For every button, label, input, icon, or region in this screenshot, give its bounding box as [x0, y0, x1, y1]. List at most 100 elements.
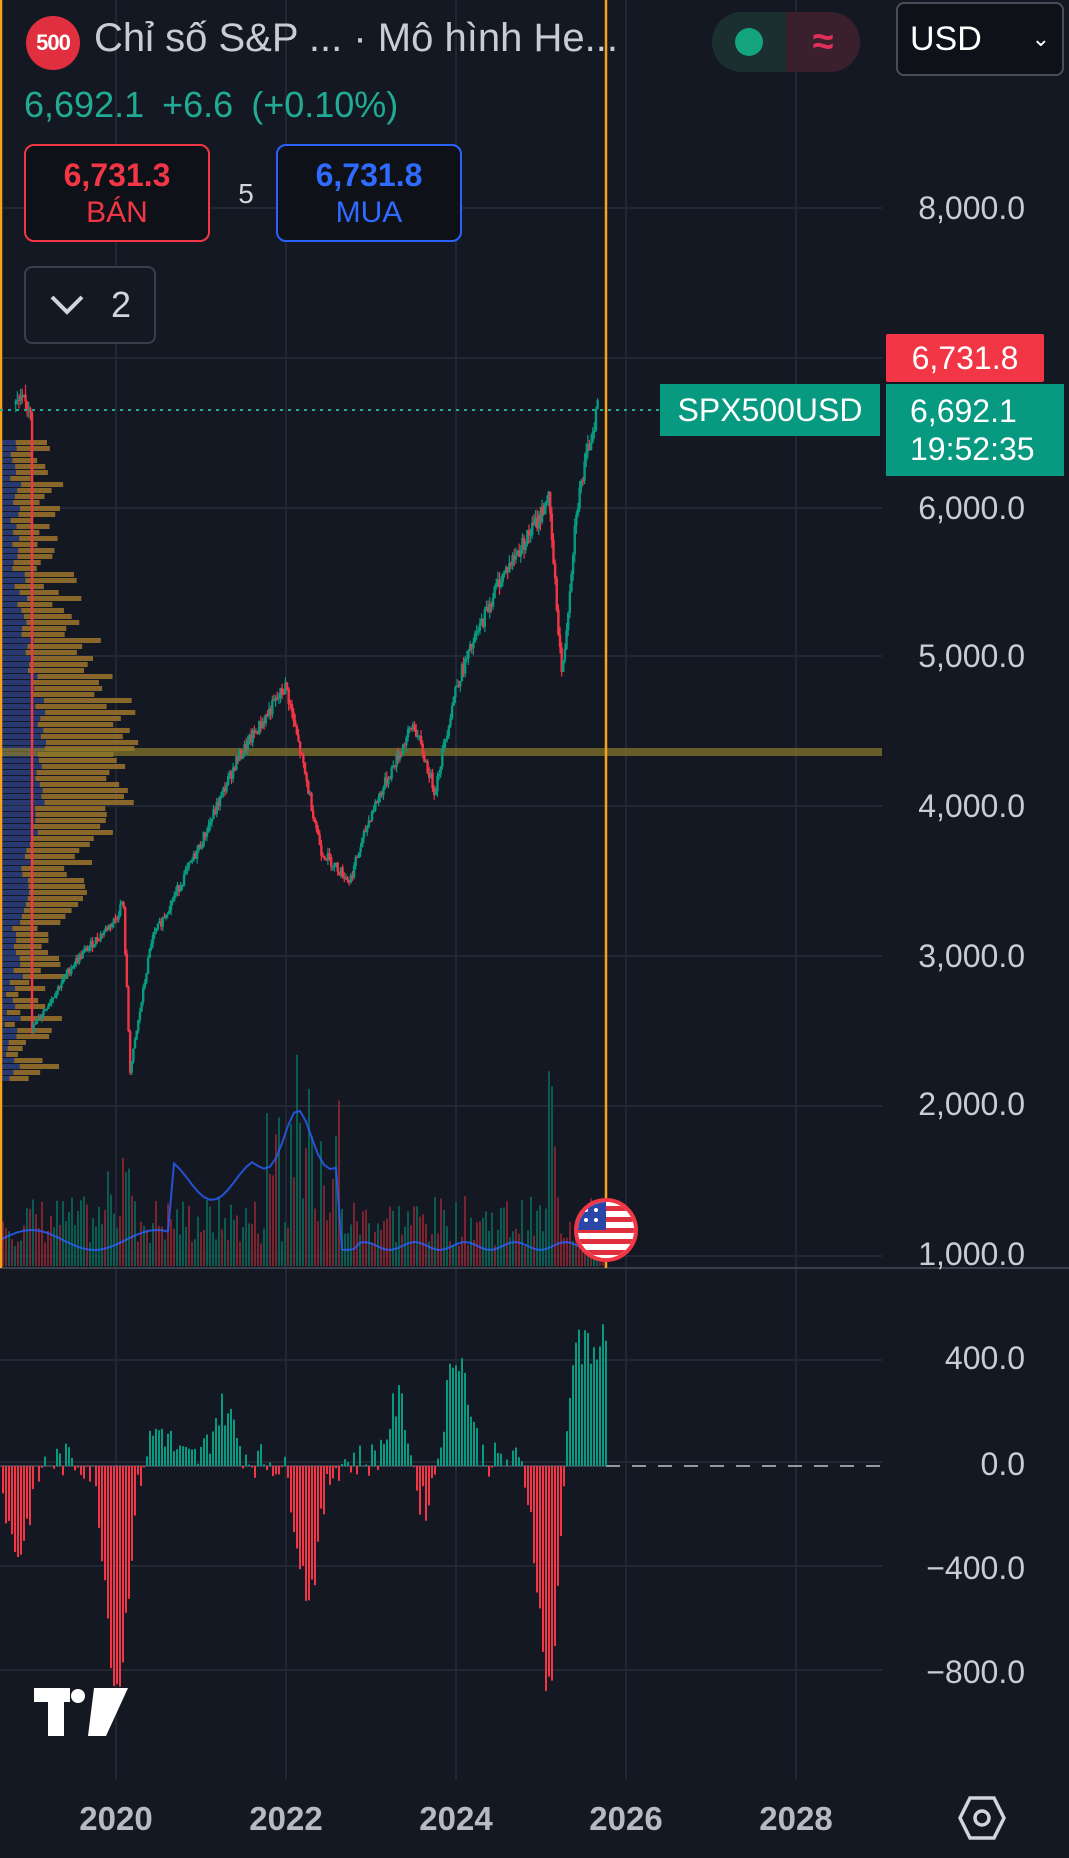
volume-bar: [485, 1211, 487, 1266]
candle-body: [274, 697, 277, 702]
volume-profile-bar: [0, 1064, 20, 1069]
volume-profile-bar: [10, 452, 32, 457]
buy-button[interactable]: 6,731.8 MUA: [276, 144, 462, 242]
candle-body: [483, 609, 487, 628]
indicators-collapse-button[interactable]: 2: [24, 266, 156, 344]
volume-bar: [401, 1234, 403, 1266]
candle-body: [262, 721, 266, 724]
volume-profile-bar: [36, 770, 110, 775]
volume-profile-bar: [0, 1052, 6, 1057]
candle-body: [21, 396, 24, 398]
oscillator-bar: [350, 1466, 352, 1473]
volume-bar: [89, 1242, 91, 1266]
us-flag-icon[interactable]: [574, 1198, 638, 1262]
volume-profile-bar: [23, 614, 72, 619]
volume-profile-bar: [23, 908, 72, 913]
candle-body: [578, 487, 581, 509]
volume-bar: [371, 1242, 373, 1266]
volume-profile-bar: [4, 1022, 15, 1027]
volume-profile-bar: [0, 614, 24, 619]
candle-body: [60, 983, 63, 989]
volume-profile-bar: [0, 470, 16, 475]
candle-body: [565, 630, 568, 649]
candle-body: [331, 866, 335, 868]
oscillator-bar: [560, 1466, 562, 1537]
volume-bar: [302, 1198, 304, 1266]
volume-profile-bar: [32, 680, 99, 685]
volume-bar: [575, 1237, 577, 1266]
volume-bar: [296, 1054, 298, 1266]
candle-body: [568, 591, 572, 614]
volume-profile-bar: [21, 914, 66, 919]
volume-bar: [500, 1208, 502, 1266]
volume-profile-bar: [0, 818, 36, 823]
candle-body: [593, 430, 596, 432]
market-status-pill[interactable]: ≈: [712, 12, 860, 72]
candle-body: [235, 756, 238, 771]
candle-body: [387, 778, 390, 785]
candle-body: [89, 941, 93, 947]
candle-body: [135, 1030, 138, 1040]
candle-body: [14, 401, 17, 405]
volume-profile-bar: [0, 1040, 9, 1045]
symbol-title[interactable]: Chỉ số S&P ... · Mô hình He...: [94, 16, 618, 60]
volume-bar: [350, 1224, 352, 1266]
volume-bar: [392, 1210, 394, 1266]
volume-profile-bar: [13, 560, 41, 565]
volume-bar: [257, 1233, 259, 1266]
volume-profile-bar: [19, 590, 59, 595]
candle-body: [531, 522, 534, 536]
volume-bar: [431, 1234, 433, 1266]
volume-profile-bar: [30, 860, 93, 865]
candle-body: [506, 567, 509, 573]
candle-body: [142, 987, 145, 1003]
candle-body: [329, 856, 333, 867]
oscillator-bar: [254, 1466, 256, 1478]
volume-bar: [17, 1241, 19, 1266]
volume-profile-bar: [38, 758, 117, 763]
candle-body: [261, 721, 264, 728]
candle-body: [303, 762, 307, 774]
volume-bar: [119, 1216, 121, 1266]
volume-bar: [233, 1219, 235, 1266]
currency-select[interactable]: USD ⌄: [896, 2, 1064, 76]
candle-body: [508, 562, 511, 573]
volume-profile-bar: [28, 884, 86, 889]
settings-hex-icon[interactable]: [958, 1794, 1006, 1847]
candle-body: [191, 859, 194, 862]
oscillator-bar: [392, 1393, 394, 1466]
oscillator-bar: [260, 1444, 262, 1466]
candle-body: [305, 773, 308, 782]
price-axis-label: 2,000.0: [918, 1086, 1025, 1122]
volume-bar: [185, 1226, 187, 1266]
candle-body: [267, 708, 271, 716]
sell-button[interactable]: 6,731.3 BÁN: [24, 144, 210, 242]
candle-body: [383, 777, 387, 788]
volume-profile-bar: [17, 602, 53, 607]
volume-bar: [503, 1207, 505, 1266]
candle-body: [447, 726, 451, 736]
volume-bar: [578, 1237, 580, 1266]
volume-bar: [59, 1224, 61, 1266]
tradingview-logo[interactable]: [34, 1688, 128, 1743]
volume-bar: [524, 1245, 526, 1266]
volume-profile-bar: [0, 866, 22, 871]
volume-bar: [242, 1227, 244, 1266]
volume-profile-bar: [12, 542, 38, 547]
volume-bar: [137, 1241, 139, 1266]
candle-body: [431, 772, 434, 789]
volume-profile-bar: [0, 1034, 17, 1039]
candle-body: [385, 777, 388, 785]
oscillator-bar: [446, 1379, 448, 1466]
candle-body: [148, 949, 151, 958]
volume-bar: [92, 1218, 94, 1266]
candle-body: [397, 754, 400, 760]
volume-profile-bar: [40, 734, 123, 739]
oscillator-bar: [452, 1367, 454, 1466]
candle-body: [312, 811, 315, 819]
candle-body: [215, 802, 218, 814]
symbol-logo[interactable]: 500: [26, 16, 80, 70]
oscillator-bar: [137, 1466, 139, 1475]
candle-body: [426, 761, 429, 773]
